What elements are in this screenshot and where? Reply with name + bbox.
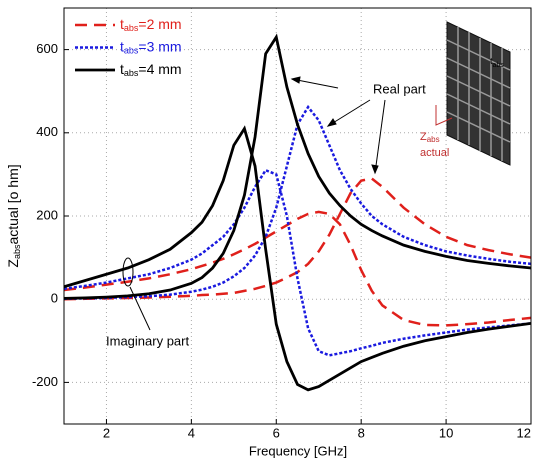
legend-rest: =2 mm [138,16,181,32]
annotation-real: Real part [373,81,426,96]
line-real [63,33,532,300]
annotation-arrows [122,76,386,331]
inset-z-label: Zabs [420,131,440,144]
legend-rest: =3 mm [138,38,181,54]
legend-sub: abs [124,68,139,78]
legend-main: t [120,61,124,77]
plot-lines [63,33,532,392]
x-tick-label: 12 [517,425,531,440]
inset-z-main: Z [420,131,427,143]
annotation-imag: Imaginary part [106,333,189,348]
y-tick-label: 0 [51,291,58,306]
x-tick-label: 8 [358,425,365,440]
legend-sub: abs [124,46,139,56]
legend-label: tabs=4 mm [120,61,182,79]
y-axis-label: Zabsactual [o hm] [5,164,23,267]
inset-absorber [435,21,511,166]
y-tick-label: 400 [36,124,58,139]
legend-sub: abs [124,23,139,33]
x-axis-label: Frequency [GHz] [249,443,347,458]
x-tick-label: 2 [103,425,110,440]
legend-main: t [120,38,124,54]
x-tick-label: 4 [188,425,195,440]
legend-rest: =4 mm [138,61,181,77]
legend-label: tabs=3 mm [120,38,182,56]
line-real [63,104,532,301]
legend-main: t [120,16,124,32]
inset-t-label: tabs [490,56,504,68]
y-tick-label: -200 [32,374,58,389]
inset-z-rest: actual [420,147,449,159]
line-real [63,177,532,301]
x-tick-label: 10 [439,425,453,440]
line-imag [63,168,532,357]
y-label-main: Z [5,259,21,268]
y-label-sub: abs [12,244,22,259]
x-tick-label: 6 [273,425,280,440]
legend-label: tabs=2 mm [120,16,182,34]
inset-pointer [435,105,453,126]
inset-panel [446,21,511,166]
line-imag [63,125,532,392]
inset-z-sub: abs [427,135,440,144]
inset-t-main: t [490,56,493,66]
y-tick-label: 200 [36,207,58,222]
y-tick-label: 600 [36,41,58,56]
y-label-rest: actual [o hm] [5,164,21,244]
plot-frame [63,7,532,425]
inset-t-sub: abs [493,62,505,69]
inset-grid [446,27,511,161]
